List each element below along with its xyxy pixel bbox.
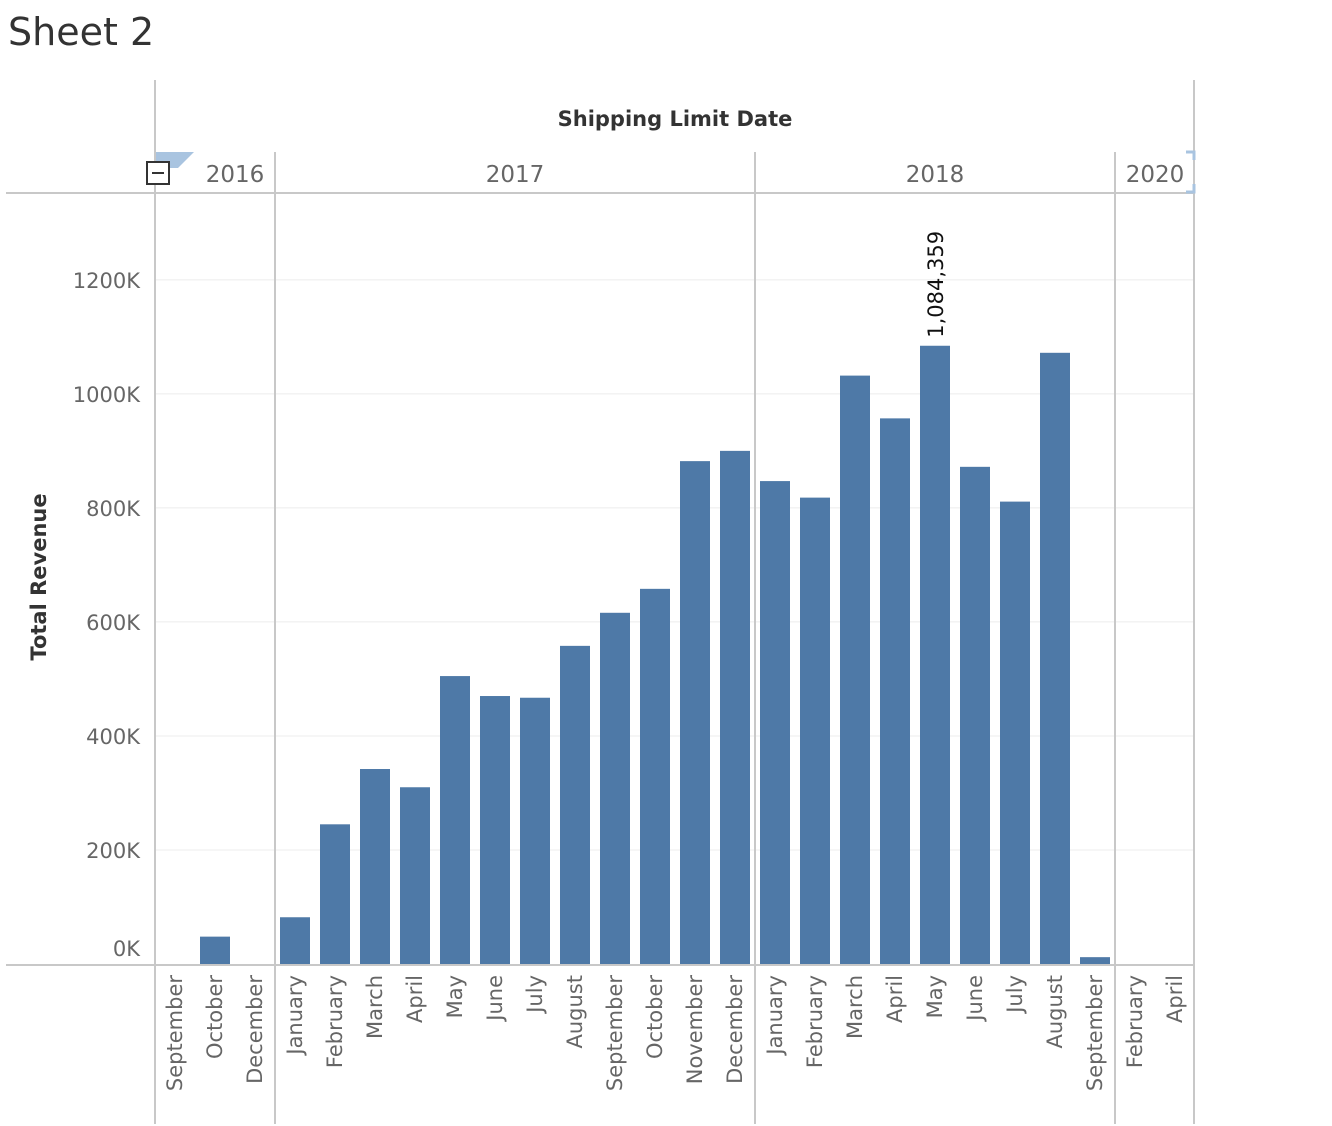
resize-handle-top[interactable] [1186,150,1196,160]
column-header-title: Shipping Limit Date [558,107,793,131]
bar[interactable] [600,612,630,964]
grid-lines [155,279,1194,851]
bar[interactable] [400,787,430,964]
bar[interactable] [1000,501,1030,964]
month-label[interactable]: January [763,975,787,1057]
bar[interactable] [880,418,910,964]
bar[interactable] [1080,957,1110,964]
bar[interactable] [840,375,870,964]
year-header[interactable]: 2018 [906,162,965,188]
month-label[interactable]: March [363,975,387,1039]
bar[interactable] [440,676,470,964]
bar[interactable] [480,696,510,964]
sheet-title: Sheet 2 [8,10,155,54]
bar[interactable] [520,697,550,964]
month-label[interactable]: September [603,975,627,1091]
month-label[interactable]: February [803,975,827,1068]
bar[interactable] [320,824,350,964]
month-label[interactable]: November [683,975,707,1085]
y-tick-label: 1000K [73,383,141,407]
month-label[interactable]: April [403,975,427,1023]
month-label[interactable]: February [1123,975,1147,1068]
month-label[interactable]: June [483,975,507,1023]
bar[interactable] [280,917,310,964]
bar[interactable] [640,588,670,964]
month-label[interactable]: April [1163,975,1187,1023]
month-label[interactable]: July [523,975,547,1015]
month-label[interactable]: September [163,975,187,1091]
bar[interactable] [960,466,990,964]
month-label[interactable]: April [883,975,907,1023]
month-label[interactable]: December [723,975,747,1084]
bar[interactable] [800,497,830,964]
month-label[interactable]: October [643,975,667,1059]
collapse-button[interactable] [146,152,194,185]
data-label: 1,084,359 [924,231,948,338]
resize-handle-bottom[interactable] [1186,184,1196,194]
bar[interactable] [720,450,750,964]
year-header[interactable]: 2017 [486,162,545,188]
month-label[interactable]: February [323,975,347,1068]
y-tick-label: 1200K [73,269,141,293]
bar[interactable] [560,645,590,964]
y-tick-label: 200K [86,839,141,863]
month-label[interactable]: August [563,975,587,1049]
bar[interactable] [1040,352,1070,964]
y-tick-label: 400K [86,725,141,749]
bar[interactable] [760,481,790,964]
month-label[interactable]: March [843,975,867,1039]
month-label[interactable]: December [243,975,267,1084]
bar[interactable] [360,769,390,964]
month-label[interactable]: January [283,975,307,1057]
y-tick-label: 800K [86,497,141,521]
month-label[interactable]: August [1043,975,1067,1049]
bar[interactable] [680,461,710,964]
y-axis-title: Total Revenue [27,493,51,660]
month-label[interactable]: May [923,975,947,1018]
month-label[interactable]: May [443,975,467,1018]
year-header[interactable]: 2016 [206,162,265,188]
chart-frame [6,80,1195,1124]
month-label[interactable]: June [963,975,987,1023]
y-tick-label: 0K [113,937,141,961]
year-header[interactable]: 2020 [1126,162,1185,188]
y-tick-label: 600K [86,611,141,635]
labels: 0K 200K 400K 600K 800K 1000K 1200K 2016 Septembe… [73,162,1187,1091]
bars [200,345,1110,964]
month-label[interactable]: July [1003,975,1027,1015]
bar[interactable] [200,936,230,964]
bar[interactable] [920,345,950,964]
month-label[interactable]: September [1083,975,1107,1091]
month-label[interactable]: October [203,975,227,1059]
